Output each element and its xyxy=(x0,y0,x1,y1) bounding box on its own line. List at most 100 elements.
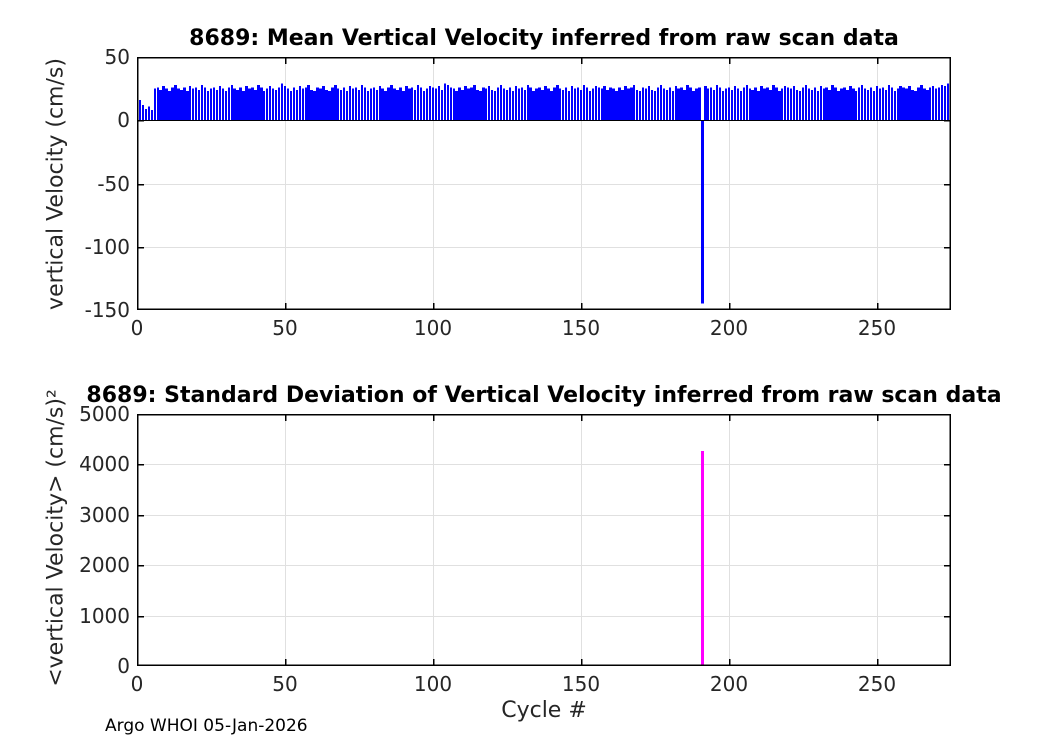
bar xyxy=(683,89,686,121)
bar xyxy=(559,88,561,121)
bar xyxy=(233,88,236,121)
bar xyxy=(749,88,751,121)
bar xyxy=(429,86,431,121)
bar xyxy=(177,88,180,121)
x-tick-label: 250 xyxy=(857,316,897,340)
bar xyxy=(583,84,585,121)
bar xyxy=(370,88,372,121)
bar xyxy=(201,84,203,121)
bar xyxy=(379,86,381,121)
y-tick-label: 50 xyxy=(104,45,130,69)
bar xyxy=(704,86,707,121)
bar xyxy=(763,88,766,121)
bar xyxy=(325,89,328,121)
bar xyxy=(319,88,322,121)
bar xyxy=(488,86,490,121)
bar xyxy=(636,89,638,121)
bar xyxy=(535,88,538,121)
bar xyxy=(497,87,499,121)
bar xyxy=(710,87,712,121)
bar xyxy=(831,84,834,121)
bar xyxy=(944,86,946,121)
bar xyxy=(299,86,301,121)
bar xyxy=(455,91,458,121)
y-tick-label: -50 xyxy=(97,171,130,196)
bar xyxy=(879,88,881,121)
bar xyxy=(891,87,893,121)
bar xyxy=(796,89,798,121)
bar xyxy=(920,84,923,121)
bar xyxy=(174,84,177,121)
bar xyxy=(740,91,742,121)
y-tick-label: 5000 xyxy=(79,402,130,426)
bar xyxy=(239,87,242,121)
x-tick-label: 150 xyxy=(561,316,601,340)
bar xyxy=(192,88,194,121)
x-tick-label: 100 xyxy=(413,316,453,340)
bar xyxy=(618,87,621,121)
bar xyxy=(527,84,529,121)
bar xyxy=(592,88,594,121)
bar xyxy=(195,87,197,121)
bar xyxy=(666,89,668,121)
bar xyxy=(142,105,144,121)
bar xyxy=(216,89,218,121)
bar xyxy=(305,87,307,121)
bar xyxy=(680,87,683,121)
bar xyxy=(281,83,283,121)
bar xyxy=(450,87,452,121)
bar xyxy=(198,89,200,121)
bar xyxy=(494,91,496,121)
x-tick-label: 0 xyxy=(130,316,144,340)
top-chart-title: 8689: Mean Vertical Velocity inferred fr… xyxy=(189,26,899,51)
bar xyxy=(479,91,482,121)
bar xyxy=(790,88,792,121)
bar xyxy=(725,88,727,121)
bar xyxy=(722,91,724,121)
bar xyxy=(189,86,191,121)
x-tick-label: 50 xyxy=(272,672,298,696)
bar xyxy=(381,88,384,121)
bar xyxy=(432,87,434,121)
bar xyxy=(444,83,446,121)
bar xyxy=(272,88,274,121)
top-chart-plot xyxy=(137,57,951,310)
bar xyxy=(855,91,857,121)
x-tick-label: 150 xyxy=(561,672,601,696)
bar xyxy=(923,88,926,121)
bottom-chart-ylabel: <vertical Velocity> (cm/s)² xyxy=(43,389,69,687)
bar xyxy=(609,87,612,121)
bar xyxy=(405,86,408,121)
bar xyxy=(660,84,662,121)
bar xyxy=(657,87,659,121)
bar xyxy=(675,86,677,121)
bar xyxy=(888,84,890,121)
bar xyxy=(894,91,896,121)
bar xyxy=(677,88,680,121)
bar xyxy=(689,87,692,121)
y-tick-label: 0 xyxy=(117,108,130,133)
bar xyxy=(864,88,866,121)
bar xyxy=(423,91,425,121)
bar xyxy=(343,87,345,121)
bar xyxy=(556,84,559,121)
bar xyxy=(852,88,855,121)
axes-frame xyxy=(137,57,951,310)
bar xyxy=(515,86,517,121)
bar xyxy=(914,91,917,121)
bar xyxy=(577,87,579,121)
bar xyxy=(876,86,878,121)
bar xyxy=(642,87,644,121)
bar xyxy=(899,86,902,121)
bar xyxy=(438,86,440,121)
bar xyxy=(707,88,709,121)
bar xyxy=(757,91,760,121)
bar xyxy=(364,87,366,121)
y-tick-label: 2000 xyxy=(79,553,130,578)
bar xyxy=(322,86,325,121)
bar xyxy=(524,89,526,121)
bar xyxy=(568,91,570,121)
y-tick-label: 1000 xyxy=(79,603,130,628)
bar xyxy=(553,87,556,121)
bar xyxy=(278,87,280,121)
